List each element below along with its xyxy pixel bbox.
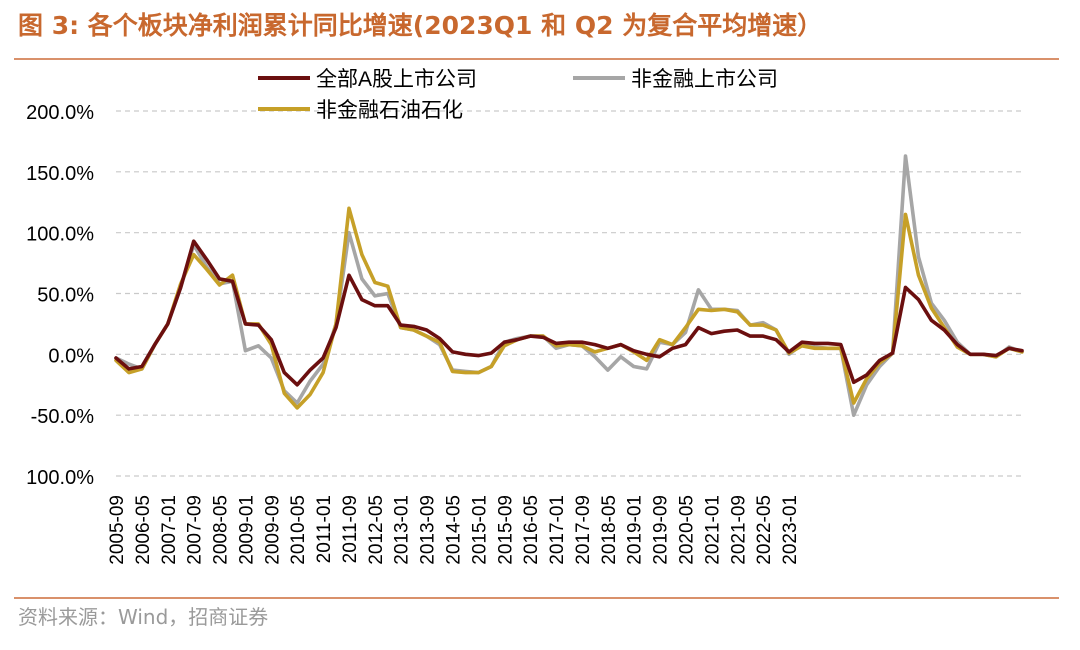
x-tick-label: 2009-01 [236,495,257,565]
x-tick-label: 2021-01 [702,495,723,565]
x-tick-labels: 2005-09 2006-05 2007-01 2007-09 2008-05 2009-… [107,495,801,565]
series-line-3 [114,206,1024,410]
x-tick-label: 2018-05 [599,495,620,565]
figure-title: 图 3: 各个板块净利润累计同比增速(2023Q1 和 Q2 为复合平均增速） [18,11,823,40]
x-tick-label: 2022-05 [754,495,775,565]
y-tick-label: 100.0% [26,224,94,246]
y-tick-label: 150.0% [26,163,94,185]
x-tick-label: 2017-09 [573,495,594,565]
title-rule [14,58,1059,60]
x-tick-label: 2008-05 [211,495,232,565]
x-tick-label: 2015-01 [469,495,490,565]
x-tick-label: 2023-01 [780,495,801,565]
series-lines [114,154,1024,418]
x-tick-label: 2005-09 [107,495,128,565]
source-note: 资料来源：Wind，招商证券 [18,605,269,629]
x-tick-label: 2014-05 [444,495,465,565]
x-tick-label: 2011-01 [314,495,335,563]
x-tick-label: 2013-09 [418,495,439,565]
series-line-2 [114,154,1024,418]
x-tick-label: 2020-05 [676,495,697,565]
x-tick-label: 2012-05 [366,495,387,565]
legend-label: 非金融上市公司 [631,68,778,91]
y-tick-label: -50.0% [31,406,95,428]
y-tick-label: 100.0% [26,467,94,489]
legend-label: 非金融石油石化 [316,99,463,122]
x-tick-label: 2009-09 [262,495,283,565]
x-tick-label: 2007-09 [185,495,206,565]
x-tick-label: 2019-01 [625,495,646,565]
y-tick-label: 0.0% [48,345,94,367]
x-tick-label: 2006-05 [133,495,154,565]
x-tick-label: 2019-09 [651,495,672,565]
y-gridlines [116,110,1022,477]
legend-label: 全部A股上市公司 [316,68,477,91]
x-tick-label: 2010-05 [288,495,309,565]
x-tick-label: 2007-01 [159,495,180,565]
x-tick-label: 2021-09 [728,495,749,565]
x-tick-label: 2013-01 [392,495,413,565]
y-tick-labels: 200.0% 150.0% 100.0% 50.0% 0.0% -50.0% 100.0% [26,102,94,489]
line-chart: 200.0%150.0%100.0%50.0%0.0%-50.0%100.0% … [26,68,1024,565]
y-tick-label: 50.0% [37,285,94,307]
series-line-1 [114,239,1024,387]
x-tick-label: 2011-09 [340,495,361,563]
source-rule [14,597,1059,599]
x-tick-label: 2015-09 [495,495,516,565]
x-tick-label: 2017-01 [547,495,568,565]
y-tick-label: 200.0% [26,102,94,124]
x-tick-label: 2016-05 [521,495,542,565]
